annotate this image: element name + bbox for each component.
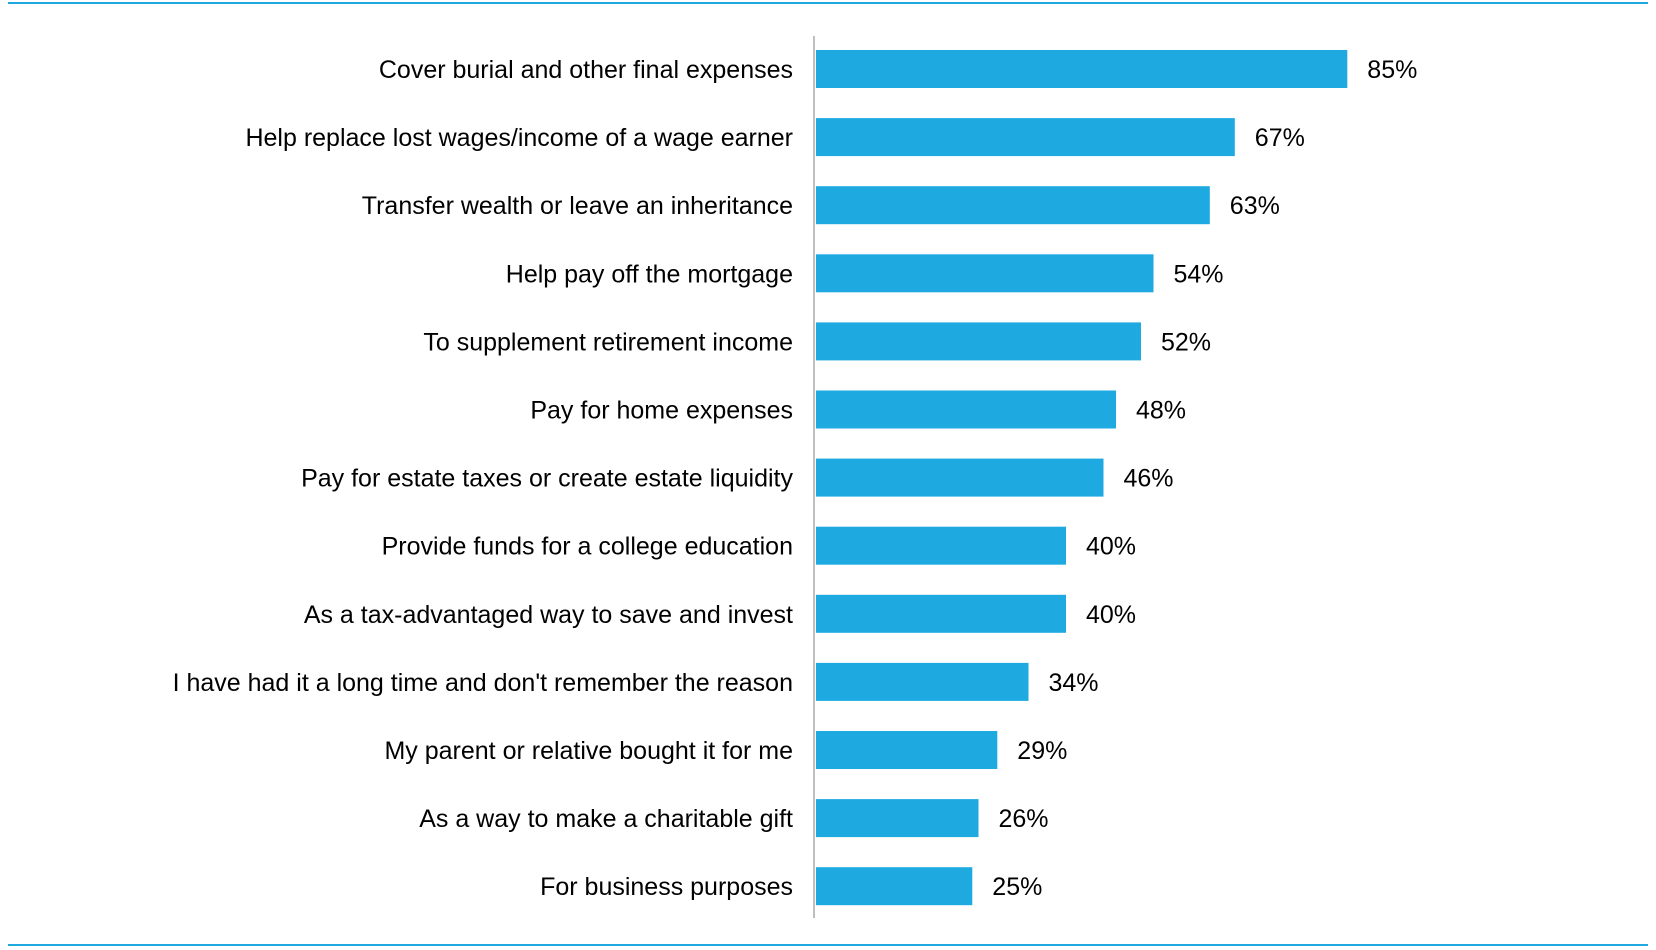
value-label: 67% — [1255, 124, 1305, 152]
value-label: 63% — [1230, 192, 1280, 220]
category-label: Pay for home expenses — [530, 397, 793, 425]
bar — [816, 50, 1348, 88]
value-label: 25% — [992, 873, 1042, 901]
value-label: 52% — [1161, 328, 1211, 356]
value-label: 40% — [1086, 533, 1136, 561]
category-label: Pay for estate taxes or create estate li… — [301, 465, 793, 493]
category-label: Help replace lost wages/income of a wage… — [245, 124, 793, 152]
category-label: I have had it a long time and don't reme… — [173, 669, 793, 697]
bar — [816, 458, 1104, 497]
category-label: As a tax-advantaged way to save and inve… — [304, 601, 793, 629]
value-label: 26% — [999, 805, 1049, 833]
bar — [816, 118, 1235, 157]
bar — [816, 731, 998, 769]
bars: Cover burial and other final expenses 85%… — [173, 50, 1417, 906]
value-label: 48% — [1136, 397, 1186, 425]
value-label: 40% — [1086, 601, 1136, 629]
category-label: To supplement retirement income — [423, 328, 793, 356]
value-label: 46% — [1124, 465, 1174, 493]
category-label: Provide funds for a college education — [382, 533, 793, 561]
category-label: My parent or relative bought it for me — [384, 737, 793, 765]
bar — [816, 390, 1116, 429]
category-label: For business purposes — [540, 873, 793, 901]
bar — [816, 322, 1141, 361]
bar — [816, 526, 1066, 565]
value-label: 85% — [1367, 56, 1417, 84]
value-label: 34% — [1049, 669, 1099, 697]
bar — [816, 254, 1154, 293]
bar — [816, 799, 979, 838]
category-label: As a way to make a charitable gift — [419, 805, 793, 833]
value-label: 54% — [1174, 260, 1224, 288]
category-label: Cover burial and other final expenses — [379, 56, 793, 84]
category-label: Help pay off the mortgage — [506, 260, 793, 288]
category-label: Transfer wealth or leave an inheritance — [362, 192, 793, 220]
bar — [816, 662, 1029, 701]
bar — [816, 594, 1066, 633]
bar — [816, 867, 973, 906]
value-label: 29% — [1017, 737, 1067, 765]
bar — [816, 186, 1210, 225]
